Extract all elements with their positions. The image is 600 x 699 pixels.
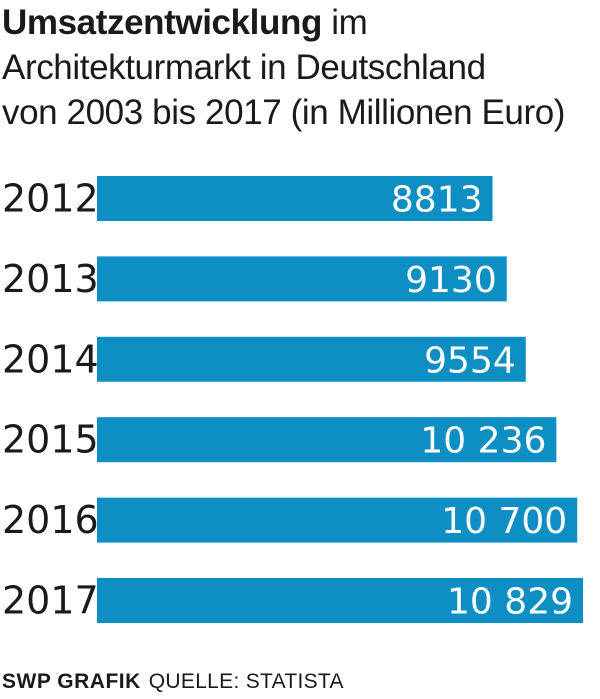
title-rest: im <box>321 3 368 42</box>
chart-title: Umsatzentwicklung im Architekturmarkt in… <box>2 0 598 135</box>
value-label-2015: 10 236 <box>420 421 546 462</box>
footer: SWP GRAFIK QUELLE: STATISTA <box>2 669 344 695</box>
value-label-2017: 10 829 <box>447 582 573 623</box>
value-label-2012: 8813 <box>391 180 483 221</box>
title-line-1: Umsatzentwicklung im <box>2 0 598 45</box>
title-line-3: von 2003 bis 2017 (in Millionen Euro) <box>2 93 566 132</box>
footer-brand: SWP GRAFIK <box>2 670 141 693</box>
value-label-2014: 9554 <box>424 340 516 381</box>
footer-source: QUELLE: STATISTA <box>148 670 344 693</box>
bar-2015 <box>97 417 557 463</box>
bar-2012 <box>97 176 493 221</box>
value-label-2016: 10 700 <box>441 501 567 542</box>
title-line-2: Architekturmarkt in Deutschland <box>2 48 486 87</box>
category-label-2012: 2012 <box>2 177 99 221</box>
bar-2014 <box>97 336 526 382</box>
category-label-2013: 2013 <box>2 257 99 301</box>
category-label-2015: 2015 <box>2 418 99 462</box>
bar-2013 <box>97 256 507 302</box>
bar-2017 <box>97 578 583 623</box>
bar-2016 <box>97 497 578 543</box>
category-label-2017: 2017 <box>2 579 99 623</box>
value-label-2013: 9130 <box>405 260 497 301</box>
category-label-2016: 2016 <box>2 498 99 542</box>
category-label-2014: 2014 <box>2 337 99 381</box>
title-bold: Umsatzentwicklung <box>2 3 322 42</box>
